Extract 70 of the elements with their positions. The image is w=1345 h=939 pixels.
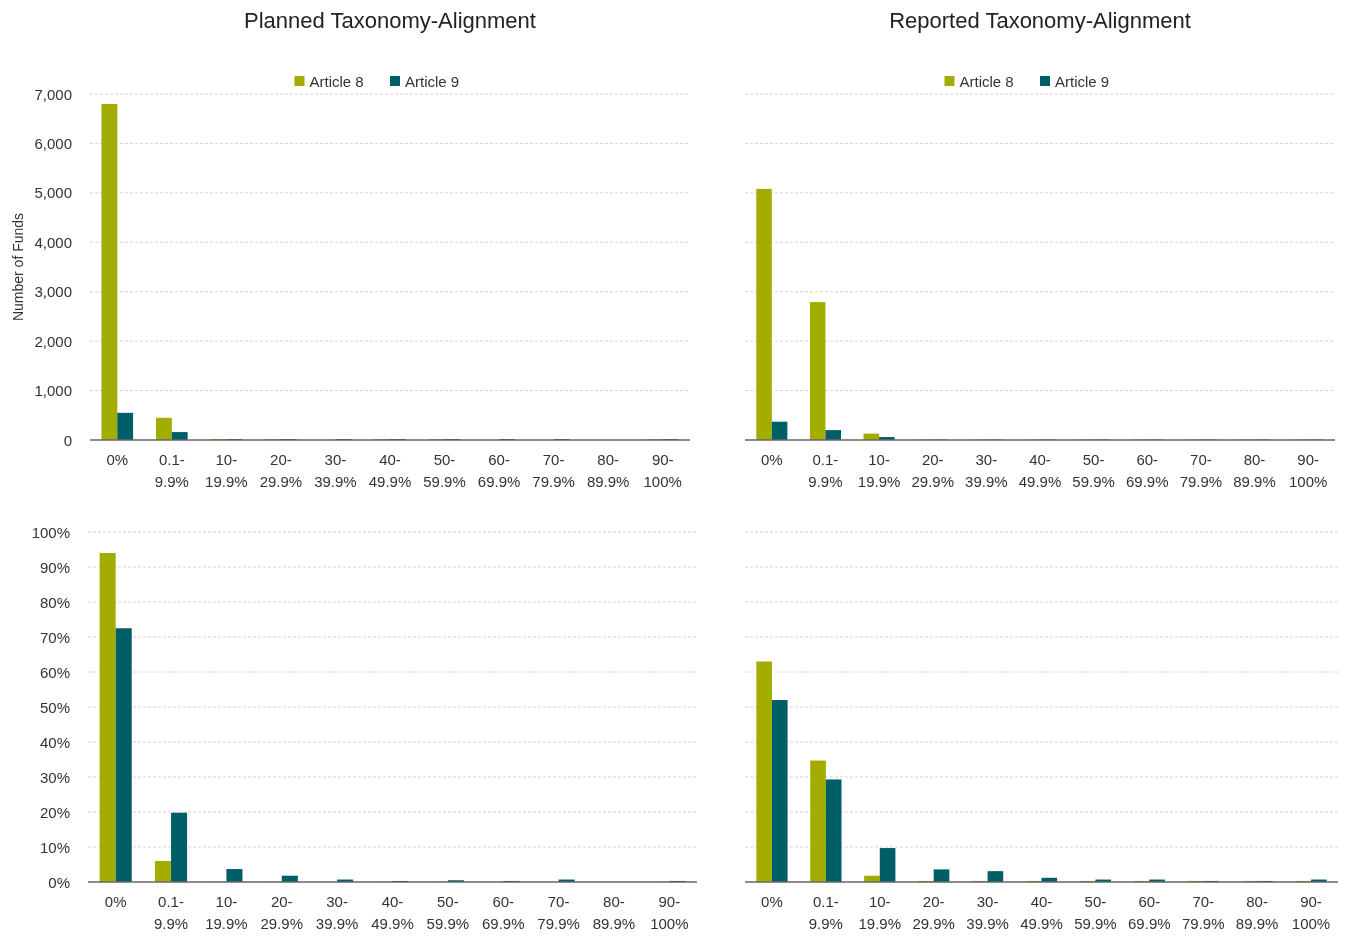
x-tick-label: 50-59.9%: [1074, 893, 1117, 932]
x-tick-label: 70-79.9%: [1179, 451, 1223, 490]
y-tick-label: 3,000: [34, 283, 72, 301]
x-tick-label: 0.1-9.9%: [154, 451, 189, 490]
x-tick-label: 90-100%: [1291, 893, 1331, 932]
x-tick-label: 60-69.9%: [481, 893, 525, 932]
x-tick-label: 70-79.9%: [537, 893, 580, 932]
x-tick-label: 80-89.9%: [1235, 893, 1279, 932]
legend-label: Article 9: [1055, 72, 1110, 90]
x-tick-label: 0%: [104, 893, 127, 910]
x-tick-label: 80-89.9%: [1233, 451, 1276, 490]
y-tick-label: 90%: [39, 558, 70, 576]
y-tick-label: 20%: [39, 803, 70, 821]
y-tick-label: 60%: [39, 663, 70, 681]
x-tick-label: 40-49.9%: [1018, 451, 1062, 490]
x-tick-label: 0%: [761, 893, 783, 910]
legend-label: Article 8: [959, 72, 1014, 90]
x-tick-label: 20-29.9%: [260, 893, 304, 932]
x-tick-label: 40-49.9%: [368, 451, 412, 490]
x-tick-label: 80-89.9%: [586, 451, 630, 490]
x-tick-label: 40-49.9%: [1020, 893, 1063, 932]
y-tick-label: 0%: [48, 873, 70, 891]
x-tick-label: 40-49.9%: [371, 893, 414, 932]
y-tick-label: 40%: [39, 733, 70, 751]
x-tick-label: 60-69.9%: [1128, 893, 1171, 932]
x-tick-label: 50-59.9%: [1072, 451, 1115, 490]
x-tick-label: 20-29.9%: [911, 451, 954, 490]
x-tick-label: 50-59.9%: [426, 893, 470, 932]
y-tick-label: 5,000: [34, 184, 72, 202]
y-tick-label: 50%: [39, 698, 70, 716]
x-tick-label: 0%: [106, 451, 129, 468]
x-tick-label: 10-19.9%: [205, 893, 248, 932]
y-tick-label: 10%: [39, 838, 70, 856]
legend-label: Article 9: [405, 72, 460, 90]
y-tick-label: 80%: [39, 593, 70, 611]
x-tick-label: 80-89.9%: [592, 893, 636, 932]
y-tick-label: 7,000: [34, 85, 72, 103]
x-tick-label: 30-39.9%: [314, 451, 357, 490]
y-tick-label: 70%: [39, 628, 70, 646]
x-tick-label: 0%: [760, 451, 783, 468]
x-tick-label: 20-29.9%: [912, 893, 955, 932]
x-tick-label: 60-69.9%: [477, 451, 521, 490]
y-tick-label: 2,000: [34, 332, 72, 350]
x-tick-label: 0.1-9.9%: [808, 893, 843, 932]
y-tick-label: 100%: [31, 523, 70, 541]
x-tick-label: 20-29.9%: [259, 451, 303, 490]
x-tick-label: 90-100%: [650, 893, 689, 932]
y-tick-label: 6,000: [34, 134, 72, 152]
y-tick-label: 1,000: [34, 382, 72, 400]
x-tick-label: 90-100%: [1288, 451, 1328, 490]
x-tick-label: 0.1-9.9%: [808, 451, 843, 490]
x-tick-label: 10-19.9%: [858, 893, 902, 932]
x-tick-label: 50-59.9%: [423, 451, 466, 490]
y-axis-title: Number of Funds: [10, 212, 26, 322]
y-tick-label: 30%: [39, 768, 70, 786]
x-tick-label: 60-69.9%: [1126, 451, 1169, 490]
x-tick-label: 10-19.9%: [205, 451, 248, 490]
y-tick-label: 4,000: [34, 233, 72, 251]
chart-title: Planned Taxonomy-Alignment: [244, 7, 536, 33]
x-tick-label: 10-19.9%: [857, 451, 901, 490]
chart-title: Reported Taxonomy-Alignment: [889, 7, 1191, 33]
x-tick-label: 0.1-9.9%: [153, 893, 189, 932]
legend-label: Article 8: [309, 72, 364, 90]
x-tick-label: 70-79.9%: [532, 451, 575, 490]
x-tick-label: 30-39.9%: [315, 893, 359, 932]
y-tick-label: 0: [63, 431, 72, 449]
x-tick-label: 30-39.9%: [965, 451, 1008, 490]
x-tick-label: 90-100%: [643, 451, 682, 490]
x-tick-label: 30-39.9%: [966, 893, 1009, 932]
x-tick-label: 70-79.9%: [1181, 893, 1225, 932]
